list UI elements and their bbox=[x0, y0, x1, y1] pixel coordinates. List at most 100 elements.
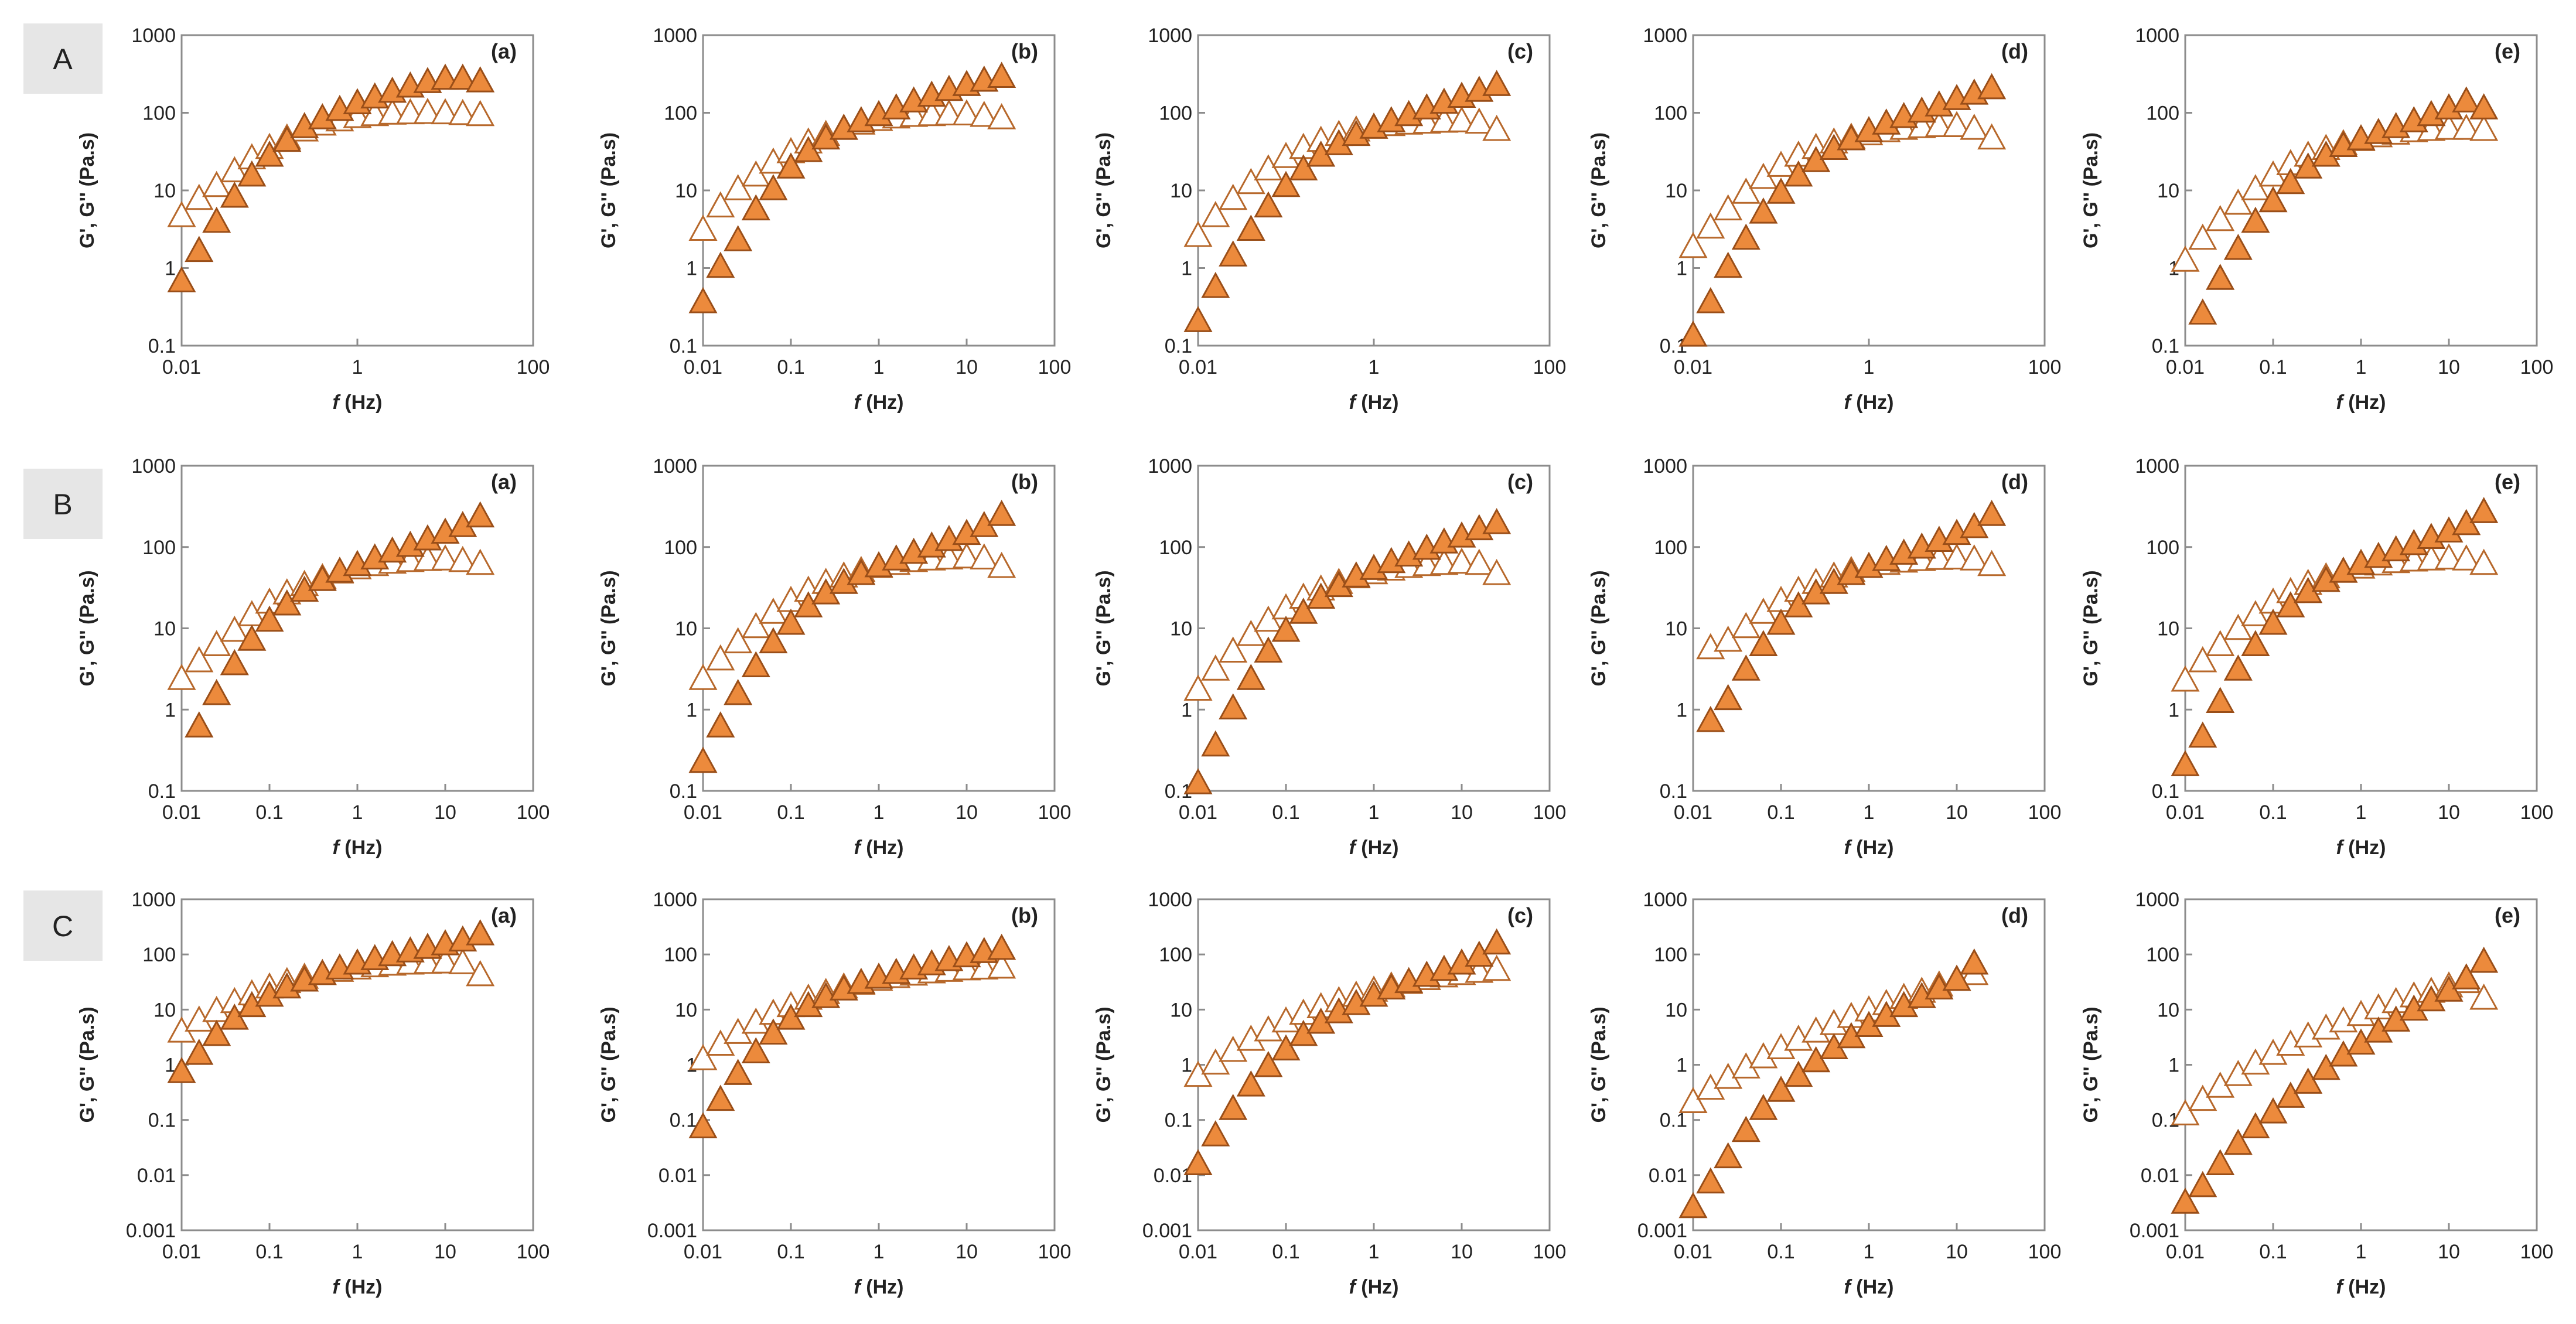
panel-A-e-yaxis-title: G', G'' (Pa.s) bbox=[2080, 132, 2102, 248]
panel-C-b-g1-point bbox=[741, 1037, 770, 1063]
panel-A-e-g2-point bbox=[2171, 245, 2200, 272]
panel-C-d-g2-point bbox=[1678, 1087, 1708, 1114]
panel-C-d-g1-point bbox=[1802, 1046, 1831, 1073]
panel-A-b-g1-point bbox=[688, 286, 718, 313]
panel-C-a-xtick-label: 0.01 bbox=[162, 1241, 201, 1263]
panel-B-a-g2-point bbox=[431, 544, 460, 571]
panel-B-c-xtick-label: 100 bbox=[1533, 801, 1567, 824]
panel-C-c-xaxis-title-unit: (Hz) bbox=[1356, 1276, 1399, 1298]
panel-B-d-ytick-label: 10 bbox=[1665, 618, 1687, 640]
panel-C-c-g1-point bbox=[1183, 1149, 1213, 1175]
panel-B-b-g2-point bbox=[724, 627, 753, 654]
panel-A-e-g2-point bbox=[2452, 113, 2481, 140]
panel-C-d-g1-point bbox=[1766, 1076, 1796, 1102]
panel-A-c-g2-point bbox=[1201, 201, 1230, 227]
panel-B-d-xtick-label: 0.1 bbox=[1767, 801, 1794, 824]
panel-B-e-xtick-label: 0.01 bbox=[2166, 801, 2205, 824]
panel-C-b-g2-point bbox=[987, 952, 1016, 979]
panel-C-e-ytick-label: 0.001 bbox=[2130, 1220, 2179, 1242]
panel-C-b-g1-point bbox=[759, 1018, 788, 1045]
panel-A-a-g2-point bbox=[202, 170, 231, 197]
panel-A-a-g2-point bbox=[448, 98, 477, 125]
panel-B-c-xtick-label: 0.1 bbox=[1272, 801, 1299, 824]
panel-C-c-ytick-label: 0.01 bbox=[1154, 1165, 1192, 1187]
panel-C-d-xaxis-title-symbol: f bbox=[1844, 1276, 1853, 1298]
panel-C-b-xtick-label: 0.01 bbox=[684, 1241, 722, 1263]
panel-B-c-g1-point bbox=[1289, 598, 1318, 624]
panel-B-b-g2-point bbox=[741, 612, 770, 639]
panel-C-d-g1-point bbox=[1942, 964, 1971, 991]
panel-A-c-g1-point bbox=[1219, 240, 1248, 267]
panel-A-d-g1-point bbox=[1696, 286, 1725, 313]
panel-B-e-ytick-label: 1 bbox=[2168, 699, 2179, 721]
panel-B-e-ytick-label: 100 bbox=[2146, 537, 2179, 559]
panel-A-a-g2-point bbox=[413, 97, 442, 124]
panel-A-e-g1-point bbox=[2206, 264, 2235, 290]
panel-B-d-g1-point bbox=[1696, 705, 1725, 732]
panel-B-d-g1-point bbox=[1766, 608, 1796, 635]
panel-A-d-g1-point bbox=[1731, 223, 1760, 250]
panel-C-c-g2-point bbox=[1482, 954, 1512, 981]
row-tag-B-text: B bbox=[53, 488, 72, 521]
panel-B-d-xaxis-title-unit: (Hz) bbox=[1851, 837, 1894, 859]
panel-C-c-xtick-label: 0.1 bbox=[1272, 1241, 1299, 1263]
panel-A-e-ytick-label: 100 bbox=[2146, 103, 2179, 125]
panel-A-e-xtick-label: 100 bbox=[2520, 356, 2554, 378]
panel-B-e-panel-label: (e) bbox=[2495, 470, 2520, 494]
panel-A-a-g2-point bbox=[220, 156, 249, 183]
panel-A-b-xaxis-title-unit: (Hz) bbox=[861, 391, 904, 414]
panel-C-a-xaxis-title-unit: (Hz) bbox=[339, 1276, 383, 1298]
panel-B-d-g1-point bbox=[1714, 684, 1743, 711]
panel-C-b-g1-point bbox=[987, 933, 1016, 960]
panel-B-d-xtick-label: 10 bbox=[1946, 801, 1968, 824]
panel-B-a-xtick-label: 1 bbox=[352, 801, 363, 824]
panel-B-a-ytick-label: 1000 bbox=[131, 455, 176, 477]
panel-B-b-g2-point bbox=[987, 551, 1016, 578]
panel-A-c-ytick-label: 1 bbox=[1181, 258, 1192, 280]
panel-B-e-xaxis-title: f (Hz) bbox=[2336, 837, 2386, 859]
panel-B-e-g1-point bbox=[2223, 654, 2253, 681]
panel-C-d-ytick-label: 0.01 bbox=[1649, 1165, 1687, 1187]
panel-C-e-xaxis-title: f (Hz) bbox=[2336, 1276, 2386, 1298]
panel-A-b-g1-point bbox=[706, 251, 735, 278]
panel-C-b-ytick-label: 10 bbox=[675, 999, 697, 1021]
panel-B-d-g2-point bbox=[1942, 543, 1971, 569]
panel-B-b-xtick-label: 10 bbox=[956, 801, 978, 824]
panel-B-a-ytick-label: 100 bbox=[142, 537, 176, 559]
panel-C-a-xtick-label: 1 bbox=[352, 1241, 363, 1263]
panel-B-d-xtick-label: 1 bbox=[1864, 801, 1875, 824]
panel-A-a-g1-point bbox=[185, 236, 214, 262]
panel-A-d-xtick-label: 100 bbox=[2028, 356, 2062, 378]
panel-B-d-ytick-label: 100 bbox=[1654, 537, 1687, 559]
panel-B-c-yaxis-title: G', G'' (Pa.s) bbox=[1093, 570, 1115, 686]
panel-C-d-ytick-label: 0.001 bbox=[1637, 1220, 1687, 1242]
panel-B-b-g1-point bbox=[724, 678, 753, 705]
panel-A-b-xtick-label: 0.01 bbox=[684, 356, 722, 378]
panel-C-e-g1-point bbox=[2206, 1149, 2235, 1175]
panel-B-c-g1-point bbox=[1482, 508, 1512, 534]
panel-B-a-g2-point bbox=[220, 615, 249, 642]
panel-C-c-ytick-label: 100 bbox=[1159, 944, 1192, 966]
panel-C-b-panel-label: (b) bbox=[1011, 903, 1038, 927]
panel-C-a-g1-point bbox=[466, 919, 495, 946]
panel-A-a-xtick-label: 1 bbox=[352, 356, 363, 378]
panel-B-a-xtick-label: 100 bbox=[517, 801, 550, 824]
panel-C-b-xtick-label: 10 bbox=[956, 1241, 978, 1263]
panel-A-e-ytick-label: 10 bbox=[2157, 180, 2179, 202]
panel-B-a-g1-point bbox=[185, 711, 214, 738]
panel-A-e-xaxis-title: f (Hz) bbox=[2336, 391, 2386, 414]
panel-A-e-g2-point bbox=[2434, 113, 2464, 140]
panel-C-c-xtick-label: 0.01 bbox=[1179, 1241, 1217, 1263]
panel-A-c: 0.1 1 10 100 1000 0.01 1 100 f (Hz) G', G'' (Pa.s… bbox=[1093, 25, 1566, 414]
panel-C-d-yaxis-title: G', G'' (Pa.s) bbox=[1588, 1006, 1610, 1122]
panel-B-e-xtick-label: 100 bbox=[2520, 801, 2554, 824]
panel-B-c-ytick-label: 1000 bbox=[1148, 455, 1192, 477]
panel-B-e-xtick-label: 10 bbox=[2438, 801, 2460, 824]
panel-B-a-ytick-label: 0.1 bbox=[148, 780, 176, 803]
panel-B-d-g2-point bbox=[1960, 544, 1989, 571]
panel-A-e-g2-point bbox=[2469, 114, 2499, 141]
panel-A-a-g1-point bbox=[220, 181, 249, 208]
panel-B-d-ytick-label: 1 bbox=[1676, 699, 1687, 721]
